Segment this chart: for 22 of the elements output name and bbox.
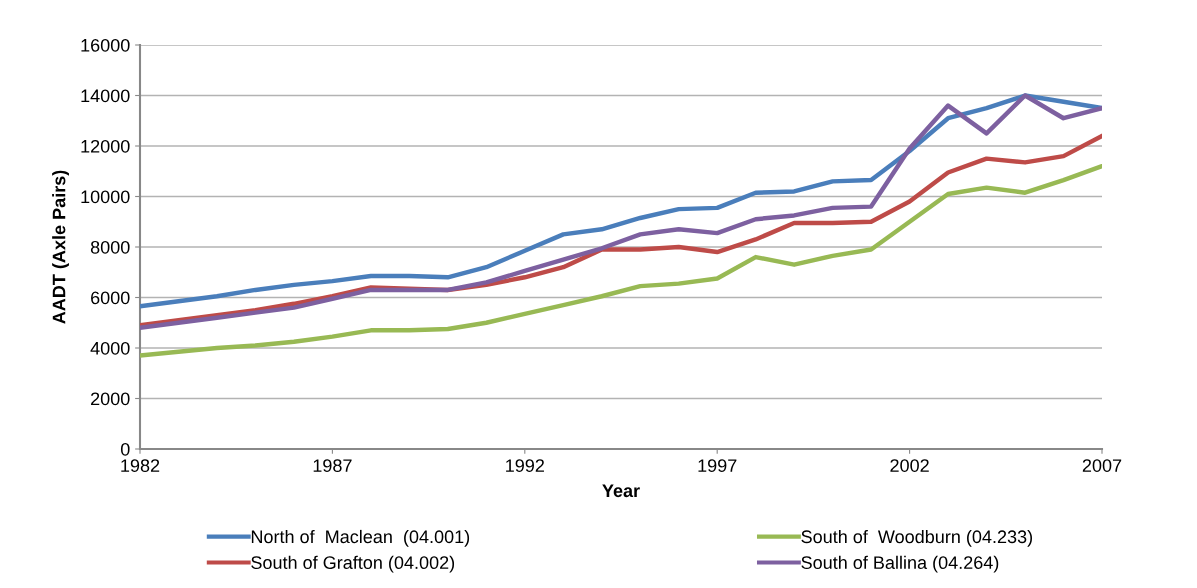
x-tick-label: 2007	[1082, 459, 1122, 472]
line-series	[140, 163, 1102, 358]
x-tick-label: 1987	[313, 459, 352, 472]
y-tick-label: 6000	[91, 291, 130, 305]
x-tick-label: 2002	[890, 459, 929, 472]
x-tick-label: 1982	[121, 459, 160, 472]
legend-label: South of Grafton (04.002)	[251, 555, 455, 573]
x-tick-label: 1992	[506, 459, 544, 472]
x-axis-title: Year	[602, 484, 640, 498]
x-tick-label: 1997	[698, 459, 737, 472]
y-tick-label: 10000	[81, 190, 130, 204]
y-tick-label: 14000	[81, 89, 130, 103]
y-tick-label: 8000	[90, 240, 130, 254]
y-tick-label: 4000	[90, 341, 130, 355]
y-tick-label: 16000	[81, 38, 130, 52]
legend-label: South of Ballina (04.264)	[801, 555, 999, 573]
y-tick-label: 12000	[81, 139, 130, 153]
legend-label: South of Woodburn (04.233)	[801, 529, 1033, 547]
legend-label: North of Maclean (04.001)	[251, 529, 470, 547]
y-tick-label: 0	[120, 442, 130, 456]
y-tick-label: 2000	[91, 392, 130, 406]
y-axis-title: AADT (Axle Pairs)	[52, 170, 69, 324]
